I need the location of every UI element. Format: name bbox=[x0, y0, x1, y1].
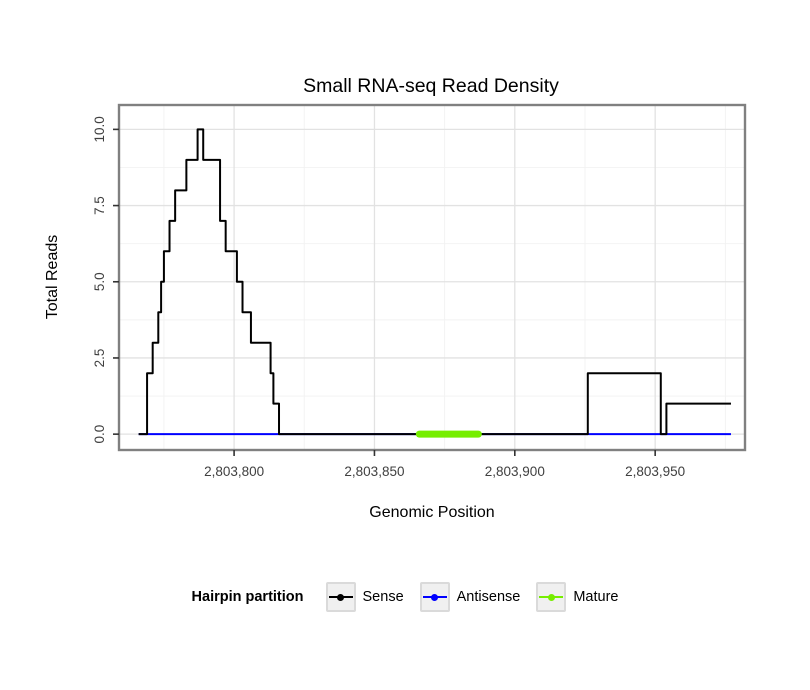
series-sense bbox=[138, 128, 731, 436]
x-axis-title: Genomic Position bbox=[369, 504, 494, 521]
x-tick-label: 2,803,950 bbox=[625, 464, 685, 479]
y-tick-label: 2.5 bbox=[92, 349, 107, 368]
chart-title: Small RNA-seq Read Density bbox=[303, 75, 559, 97]
gridlines bbox=[119, 105, 745, 450]
y-tick-label: 7.5 bbox=[92, 196, 107, 215]
legend-item-mature: Mature bbox=[536, 582, 618, 612]
antisense-point-glyph bbox=[431, 593, 439, 601]
legend: Hairpin partition Sense Antisense Mature bbox=[0, 580, 810, 614]
axis-tick-labels: 2,803,800 2,803,850 2,803,900 2,803,950 0.0 2… bbox=[92, 116, 685, 479]
legend-item-antisense: Antisense bbox=[419, 582, 521, 612]
legend-title: Hairpin partition bbox=[191, 589, 304, 605]
y-axis-title: Total Reads bbox=[44, 235, 61, 320]
x-tick-label: 2,803,850 bbox=[344, 464, 404, 479]
mature-point-glyph bbox=[547, 593, 555, 601]
sense-point-glyph bbox=[337, 593, 345, 601]
legend-key-mature-icon bbox=[536, 582, 567, 612]
legend-label-antisense: Antisense bbox=[456, 589, 521, 605]
x-tick-label: 2,803,900 bbox=[485, 464, 545, 479]
y-tick-label: 0.0 bbox=[92, 425, 107, 444]
series-lines bbox=[138, 128, 731, 438]
plot-panel-border bbox=[117, 103, 747, 452]
legend-key-sense-icon bbox=[325, 582, 356, 612]
legend-item-sense: Sense bbox=[325, 582, 404, 612]
axis-ticks bbox=[113, 128, 656, 456]
y-tick-label: 5.0 bbox=[92, 272, 107, 291]
legend-key-antisense-icon bbox=[419, 582, 450, 612]
x-tick-label: 2,803,800 bbox=[204, 464, 264, 479]
legend-label-sense: Sense bbox=[362, 589, 404, 605]
legend-label-mature: Mature bbox=[573, 589, 619, 605]
y-tick-label: 10.0 bbox=[92, 116, 107, 142]
